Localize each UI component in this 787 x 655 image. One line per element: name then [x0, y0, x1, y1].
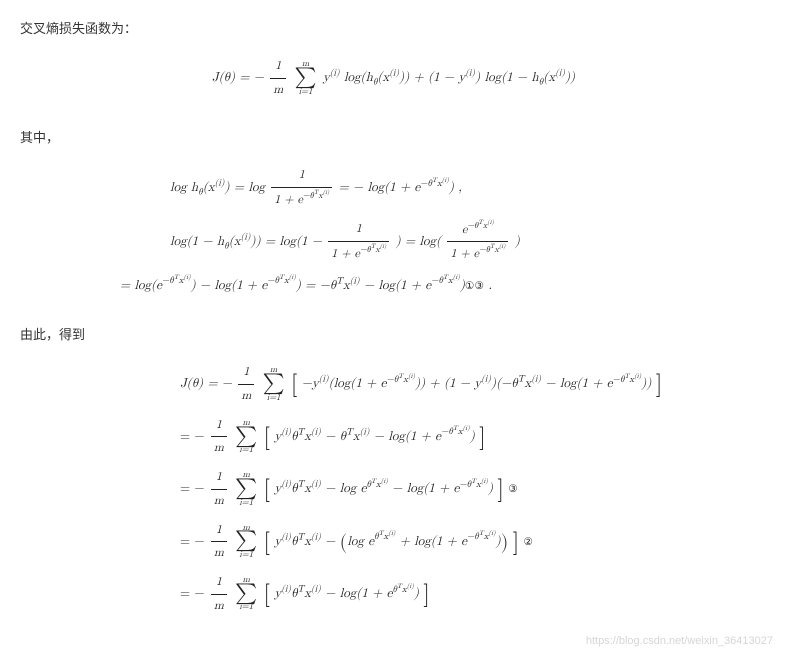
eq3-l4-body: y(i)θTx(i) − (log eθTx(i) + log(1 + e−θT…	[274, 535, 508, 548]
eq2-l1b: = − log(1 + e−θTx(i)) ,	[339, 181, 462, 194]
eq2-l2-frac1: 1 1 + e−θTx(i)	[328, 218, 389, 265]
eq3-l3-body: y(i)θTx(i) − log eθTx(i) − log(1 + e−θTx…	[274, 482, 493, 495]
eq1-rhs: y(i) log(hθ(x(i))) + (1 − y(i)) log(1 − …	[323, 71, 575, 84]
eq2-l2b: ) = log(	[396, 235, 441, 248]
eq3-l4-note: ②	[523, 535, 533, 548]
equation-log-expand: log hθ(x(i)) = log 1 1 + e−θTx(i) = − lo…	[20, 164, 767, 298]
eq2-l1a: log hθ(x(i)) = log	[170, 181, 269, 194]
eq3-l1-head: J(θ) = −	[180, 377, 236, 390]
eq1-sum: m ∑ i=1	[295, 60, 317, 96]
eq3-l5-body: y(i)θTx(i) − log(1 + eθTx(i))	[274, 587, 419, 600]
eq2-l3: = log(e−θTx(i)) − log(1 + e−θTx(i)) = −θ…	[120, 279, 492, 292]
equation-cross-entropy: J(θ) = − 1 m m ∑ i=1 y(i) log(hθ(x(i))) …	[20, 55, 767, 101]
intro-text: 交叉熵损失函数为：	[20, 18, 767, 37]
watermark-text: https://blog.csdn.net/weixin_36413027	[586, 635, 773, 647]
eq3-l1-body: −y(i)(log(1 + e−θTx(i))) + (1 − y(i))(−θ…	[302, 377, 652, 390]
eq2-l2c: )	[515, 235, 520, 248]
eq2-l2a: log(1 − hθ(x(i))) = log(1 −	[170, 235, 326, 248]
eq2-l2-frac2: e−θTx(i) 1 + e−θTx(i)	[447, 218, 508, 266]
where-text: 其中，	[20, 127, 767, 146]
therefore-text: 由此，得到	[20, 324, 767, 343]
eq1-lhs: J(θ) = −	[212, 71, 264, 84]
equation-derivation: J(θ) = − 1m m∑i=1 [ −y(i)(log(1 + e−θTx(…	[20, 361, 767, 617]
eq1-frac: 1 m	[270, 55, 286, 101]
eq3-l2-body: y(i)θTx(i) − θTx(i) − log(1 + e−θTx(i))	[274, 430, 474, 443]
eq3-l3-note: ③	[508, 482, 518, 495]
eq2-l1-frac: 1 1 + e−θTx(i)	[271, 164, 332, 211]
